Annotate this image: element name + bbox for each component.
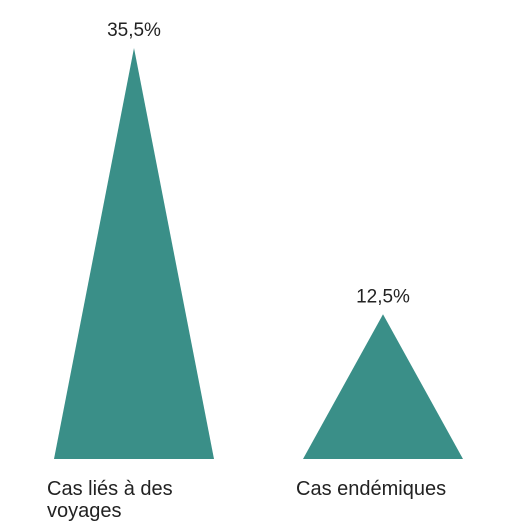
bar <box>303 314 463 459</box>
bar <box>54 48 214 459</box>
category-label: Cas liés à des voyages <box>47 478 173 522</box>
category-label: Cas endémiques <box>296 478 447 500</box>
value-label: 35,5% <box>107 20 161 41</box>
value-label: 12,5% <box>356 286 410 307</box>
